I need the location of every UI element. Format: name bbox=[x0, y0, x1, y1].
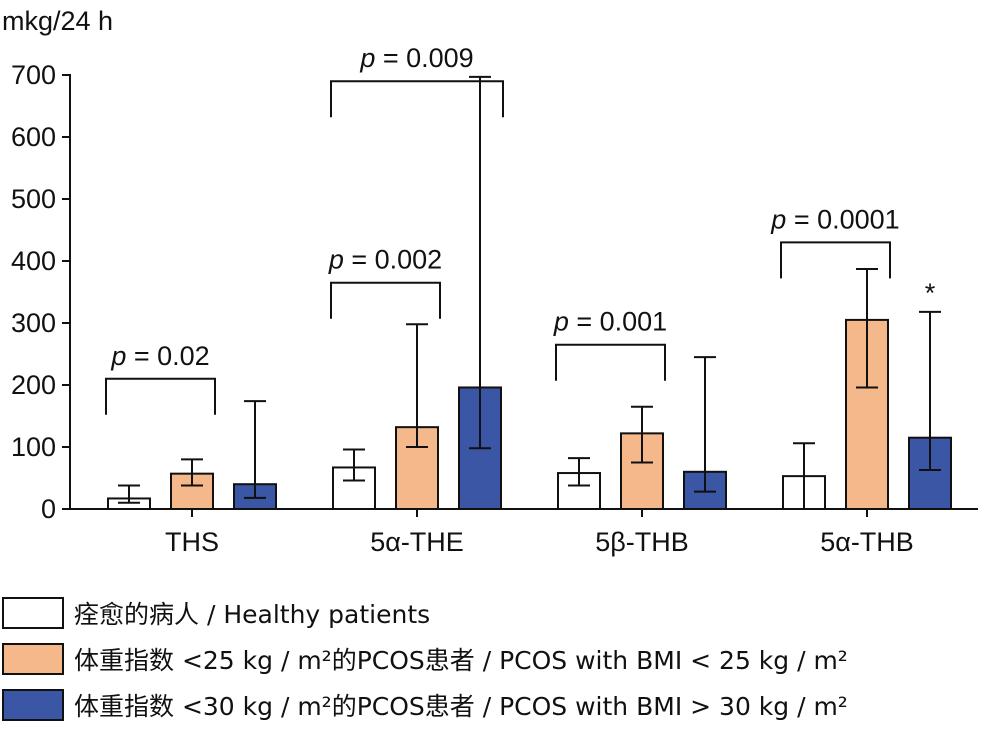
significance-star: * bbox=[925, 278, 936, 308]
significance-bracket bbox=[780, 241, 891, 279]
legend-label: 体重指数 <30 kg / m²的PCOS患者 / PCOS with BMI … bbox=[74, 691, 848, 721]
significance-annotations: p = 0.02 p = 0.002 p = 0.009 p = 0.001 p = 0… bbox=[105, 43, 936, 415]
legend-swatch bbox=[2, 688, 64, 721]
y-tick-label: 400 bbox=[11, 246, 56, 276]
legend-label: 体重指数 <25 kg / m²的PCOS患者 / PCOS with BMI … bbox=[74, 645, 848, 675]
y-axis-title: mkg/24 h bbox=[2, 6, 113, 36]
y-tick-label: 600 bbox=[11, 122, 56, 152]
y-tick-label: 0 bbox=[41, 494, 56, 524]
legend-label: 痊愈的病人 / Healthy patients bbox=[74, 599, 431, 629]
x-tick-label: THS bbox=[165, 527, 219, 557]
p-value-label: p = 0.02 bbox=[110, 341, 209, 371]
y-tick-label: 300 bbox=[11, 308, 56, 338]
bars bbox=[107, 75, 952, 511]
legend-swatch bbox=[2, 596, 64, 629]
x-tick-label: 5β-THB bbox=[595, 527, 689, 557]
x-tick-label: 5α-THB bbox=[820, 527, 914, 557]
p-value-label: p = 0.0001 bbox=[770, 204, 899, 234]
legend-swatch bbox=[2, 642, 64, 675]
legend-item-pcos-bmi-under-25: 体重指数 <25 kg / m²的PCOS患者 / PCOS with BMI … bbox=[2, 637, 982, 680]
axes: 0 100 200 300 400 500 600 700 THS 5α-THE 5β-THB 5α-… bbox=[11, 60, 978, 557]
significance-bracket bbox=[105, 377, 216, 415]
legend: 痊愈的病人 / Healthy patients 体重指数 <25 kg / m… bbox=[2, 591, 982, 729]
p-value-label: p = 0.002 bbox=[328, 245, 442, 275]
bar-chart: mkg/24 h 0 100 200 300 400 500 600 700 THS 5α-THE… bbox=[2, 6, 978, 557]
y-tick-label: 100 bbox=[11, 432, 56, 462]
significance-bracket bbox=[330, 80, 504, 118]
significance-bracket bbox=[555, 343, 666, 381]
legend-item-pcos-bmi-over-30: 体重指数 <30 kg / m²的PCOS患者 / PCOS with BMI … bbox=[2, 683, 982, 726]
y-tick-label: 700 bbox=[11, 60, 56, 90]
y-tick-label: 200 bbox=[11, 370, 56, 400]
significance-bracket bbox=[330, 281, 441, 319]
p-value-label: p = 0.009 bbox=[359, 43, 473, 73]
legend-item-healthy: 痊愈的病人 / Healthy patients bbox=[2, 591, 982, 634]
x-tick-label: 5α-THE bbox=[370, 527, 464, 557]
p-value-label: p = 0.001 bbox=[553, 307, 667, 337]
y-tick-label: 500 bbox=[11, 184, 56, 214]
